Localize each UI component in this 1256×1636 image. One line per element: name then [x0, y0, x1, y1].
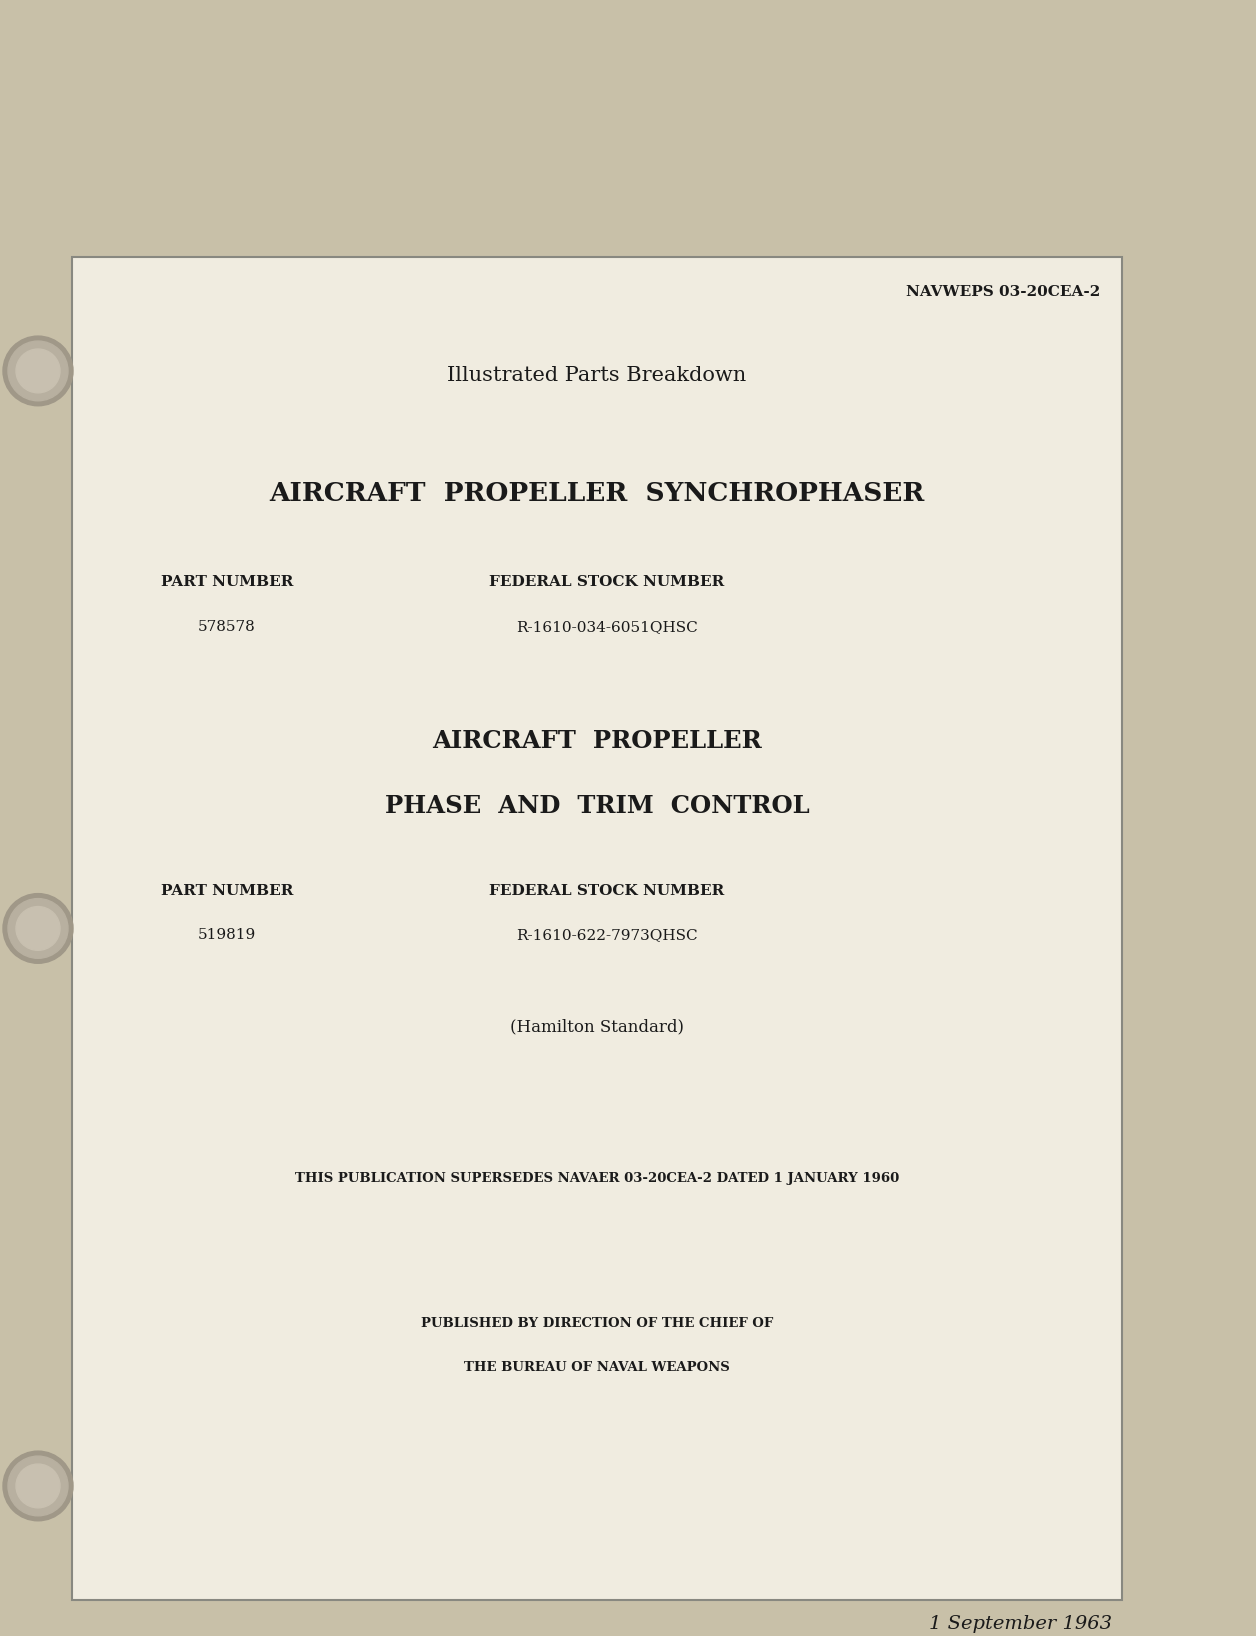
Circle shape: [3, 1451, 73, 1521]
Text: FEDERAL STOCK NUMBER: FEDERAL STOCK NUMBER: [490, 883, 725, 898]
Circle shape: [16, 348, 60, 393]
Text: 1 September 1963: 1 September 1963: [929, 1615, 1112, 1633]
FancyBboxPatch shape: [72, 257, 1122, 1600]
Text: AIRCRAFT  PROPELLER  SYNCHROPHASER: AIRCRAFT PROPELLER SYNCHROPHASER: [269, 481, 924, 506]
Text: (Hamilton Standard): (Hamilton Standard): [510, 1018, 685, 1036]
Text: THE BUREAU OF NAVAL WEAPONS: THE BUREAU OF NAVAL WEAPONS: [465, 1361, 730, 1374]
Text: 578578: 578578: [198, 620, 256, 635]
Text: R-1610-622-7973QHSC: R-1610-622-7973QHSC: [516, 929, 698, 942]
Text: NAVWEPS 03-20CEA-2: NAVWEPS 03-20CEA-2: [906, 285, 1100, 299]
Text: FEDERAL STOCK NUMBER: FEDERAL STOCK NUMBER: [490, 576, 725, 589]
Text: PUBLISHED BY DIRECTION OF THE CHIEF OF: PUBLISHED BY DIRECTION OF THE CHIEF OF: [421, 1317, 774, 1330]
Text: AIRCRAFT  PROPELLER: AIRCRAFT PROPELLER: [432, 730, 762, 754]
Text: THIS PUBLICATION SUPERSEDES NAVAER 03-20CEA-2 DATED 1 JANUARY 1960: THIS PUBLICATION SUPERSEDES NAVAER 03-20…: [295, 1173, 899, 1184]
Circle shape: [8, 1456, 68, 1517]
Text: 519819: 519819: [198, 929, 256, 942]
Text: Illustrated Parts Breakdown: Illustrated Parts Breakdown: [447, 366, 746, 384]
Circle shape: [8, 340, 68, 401]
Text: PART NUMBER: PART NUMBER: [161, 576, 293, 589]
Text: PART NUMBER: PART NUMBER: [161, 883, 293, 898]
Circle shape: [3, 893, 73, 964]
Text: R-1610-034-6051QHSC: R-1610-034-6051QHSC: [516, 620, 698, 635]
Circle shape: [3, 335, 73, 406]
Circle shape: [8, 898, 68, 959]
Circle shape: [16, 906, 60, 951]
Text: PHASE  AND  TRIM  CONTROL: PHASE AND TRIM CONTROL: [384, 793, 809, 818]
Circle shape: [16, 1464, 60, 1508]
